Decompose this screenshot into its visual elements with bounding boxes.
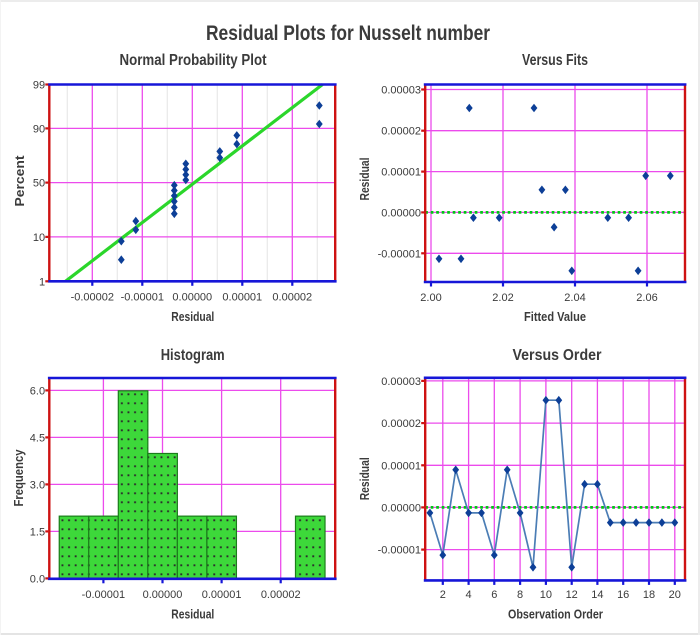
svg-text:-0.00001: -0.00001 xyxy=(378,248,421,260)
svg-text:4.5: 4.5 xyxy=(30,432,45,444)
svg-text:0.0: 0.0 xyxy=(30,573,45,585)
svg-text:50: 50 xyxy=(33,178,45,190)
svg-text:0.00000: 0.00000 xyxy=(381,207,421,219)
svg-text:Observation Order: Observation Order xyxy=(508,607,603,622)
svg-text:Fitted Value: Fitted Value xyxy=(524,309,586,324)
svg-text:2.04: 2.04 xyxy=(564,292,585,304)
svg-text:20: 20 xyxy=(669,589,681,601)
svg-text:-0.00001: -0.00001 xyxy=(121,292,164,304)
svg-text:0.00001: 0.00001 xyxy=(381,460,421,472)
svg-text:2: 2 xyxy=(440,589,446,601)
svg-text:10: 10 xyxy=(540,589,552,601)
svg-text:0.00002: 0.00002 xyxy=(381,126,421,138)
svg-text:-0.00001: -0.00001 xyxy=(82,589,125,601)
svg-text:Residual: Residual xyxy=(171,309,214,324)
svg-text:Residual: Residual xyxy=(171,607,214,622)
svg-text:-0.00002: -0.00002 xyxy=(71,292,114,304)
svg-text:1: 1 xyxy=(39,276,45,288)
svg-text:14: 14 xyxy=(591,589,603,601)
svg-text:0.00000: 0.00000 xyxy=(172,292,212,304)
svg-text:6: 6 xyxy=(491,589,497,601)
svg-text:99: 99 xyxy=(33,80,45,92)
svg-text:0.00001: 0.00001 xyxy=(202,589,242,601)
svg-text:0.00001: 0.00001 xyxy=(381,167,421,179)
svg-text:0.00002: 0.00002 xyxy=(272,292,312,304)
svg-text:2.06: 2.06 xyxy=(636,292,657,304)
svg-text:Residual Plots for Nusselt num: Residual Plots for Nusselt number xyxy=(206,21,491,45)
svg-text:0.00001: 0.00001 xyxy=(222,292,262,304)
svg-text:4: 4 xyxy=(466,589,472,601)
svg-text:3.0: 3.0 xyxy=(30,479,45,491)
svg-text:90: 90 xyxy=(33,123,45,135)
svg-text:6.0: 6.0 xyxy=(30,385,45,397)
svg-text:10: 10 xyxy=(33,232,45,244)
svg-text:0.00002: 0.00002 xyxy=(381,418,421,430)
svg-text:Residual: Residual xyxy=(357,457,372,500)
svg-text:12: 12 xyxy=(566,589,578,601)
svg-text:18: 18 xyxy=(643,589,655,601)
svg-text:Versus Fits: Versus Fits xyxy=(522,52,588,69)
svg-text:0.00000: 0.00000 xyxy=(143,589,183,601)
svg-text:Normal Probability Plot: Normal Probability Plot xyxy=(120,52,267,69)
svg-text:Residual: Residual xyxy=(357,158,372,201)
svg-text:Percent: Percent xyxy=(12,155,27,207)
svg-text:16: 16 xyxy=(617,589,629,601)
svg-text:1.5: 1.5 xyxy=(30,526,45,538)
svg-text:2.00: 2.00 xyxy=(420,292,441,304)
svg-text:0.00003: 0.00003 xyxy=(381,85,421,97)
svg-text:-0.00001: -0.00001 xyxy=(378,545,421,557)
svg-text:0.00000: 0.00000 xyxy=(381,502,421,514)
svg-text:8: 8 xyxy=(517,589,523,601)
svg-text:Histogram: Histogram xyxy=(161,347,225,364)
svg-text:0.00002: 0.00002 xyxy=(261,589,301,601)
svg-text:Frequency: Frequency xyxy=(11,449,26,507)
svg-text:Versus Order: Versus Order xyxy=(513,347,602,364)
svg-text:2.02: 2.02 xyxy=(492,292,513,304)
svg-text:0.00003: 0.00003 xyxy=(381,376,421,388)
